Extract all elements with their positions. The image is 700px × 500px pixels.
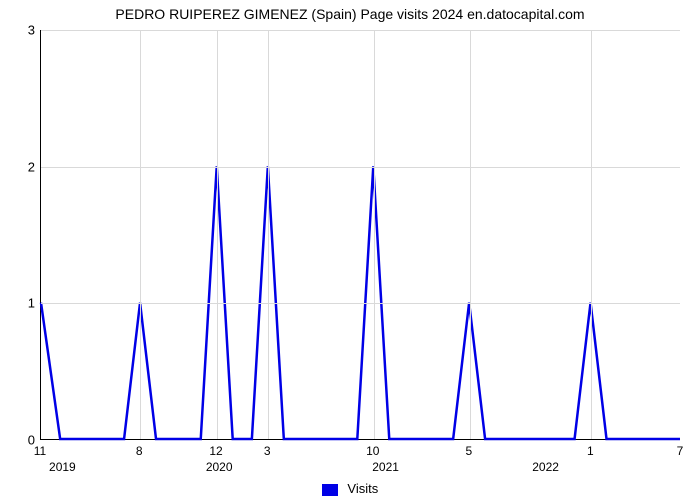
x-value-label: 1: [587, 444, 594, 458]
x-year-label: 2020: [206, 460, 233, 474]
gridline-v: [140, 30, 141, 439]
gridline-h: [41, 303, 680, 304]
x-value-label: 3: [264, 444, 271, 458]
data-line: [41, 30, 680, 439]
ytick-label: 0: [20, 433, 35, 448]
gridline-v: [217, 30, 218, 439]
ytick-label: 1: [20, 296, 35, 311]
x-year-label: 2021: [372, 460, 399, 474]
gridline-v: [591, 30, 592, 439]
x-year-label: 2019: [49, 460, 76, 474]
chart-title: PEDRO RUIPEREZ GIMENEZ (Spain) Page visi…: [0, 6, 700, 22]
x-value-label: 5: [465, 444, 472, 458]
gridline-h: [41, 167, 680, 168]
ytick-label: 3: [20, 23, 35, 38]
gridline-v: [268, 30, 269, 439]
x-value-label: 7: [677, 444, 684, 458]
x-value-label: 8: [136, 444, 143, 458]
gridline-v: [470, 30, 471, 439]
gridline-h: [41, 30, 680, 31]
plot-area: [40, 30, 680, 440]
legend-swatch: [322, 484, 338, 496]
gridline-v: [374, 30, 375, 439]
legend: Visits: [0, 481, 700, 496]
x-value-label: 11: [34, 444, 46, 458]
x-value-label: 10: [366, 444, 379, 458]
legend-label: Visits: [347, 481, 378, 496]
chart-container: PEDRO RUIPEREZ GIMENEZ (Spain) Page visi…: [0, 0, 700, 500]
x-year-label: 2022: [532, 460, 559, 474]
x-value-label: 12: [209, 444, 222, 458]
ytick-label: 2: [20, 159, 35, 174]
